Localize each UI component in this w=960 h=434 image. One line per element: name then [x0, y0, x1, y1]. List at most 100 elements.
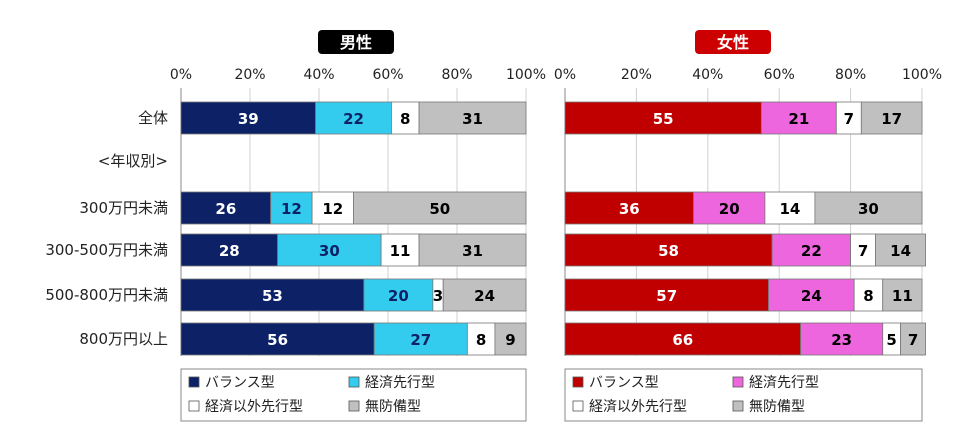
- x-tick-label: 20%: [621, 67, 652, 83]
- data-label: 20: [388, 287, 409, 305]
- data-label: 30: [858, 200, 879, 218]
- bar-segment: [882, 278, 923, 312]
- data-label: 11: [892, 287, 913, 305]
- category-label: 300万円未満: [79, 199, 168, 217]
- bar-segment: [835, 101, 862, 135]
- x-tick-label: 40%: [303, 67, 334, 83]
- data-label: 31: [462, 242, 483, 260]
- legend-label: 無防備型: [365, 399, 421, 415]
- legend-label: バランス型: [205, 375, 275, 391]
- bar-segment: [768, 278, 855, 312]
- data-label: 36: [619, 200, 640, 218]
- bar-segment: [564, 101, 762, 135]
- legend-label: 無防備型: [749, 399, 805, 415]
- data-label: 7: [844, 110, 854, 128]
- bar-segment: [564, 191, 694, 225]
- bar-segment: [391, 101, 420, 135]
- bar-segment: [564, 233, 773, 267]
- legend-swatch: [188, 376, 200, 388]
- data-label: 66: [672, 331, 693, 349]
- category-label: 全体: [138, 109, 168, 127]
- data-label: 28: [219, 242, 240, 260]
- data-label: 22: [343, 110, 364, 128]
- data-label: 9: [505, 331, 515, 349]
- bar-segment: [764, 191, 816, 225]
- data-label: 7: [858, 242, 868, 260]
- data-label: 39: [238, 110, 259, 128]
- x-tick-label: 60%: [764, 67, 795, 83]
- panel-title-badge: [318, 30, 394, 54]
- bar-segment: [442, 278, 527, 312]
- bar-segment: [771, 233, 851, 267]
- bar-segment: [353, 191, 527, 225]
- data-label: 22: [801, 242, 822, 260]
- data-label: 14: [779, 200, 800, 218]
- panel-title: 男性: [340, 33, 372, 52]
- bar-segment: [380, 233, 420, 267]
- data-label: 7: [908, 331, 918, 349]
- x-tick-label: 60%: [372, 67, 403, 83]
- data-label: 57: [656, 287, 677, 305]
- legend-label: バランス型: [589, 375, 659, 391]
- x-tick-label: 40%: [692, 67, 723, 83]
- legend-label: 経済以外先行型: [205, 399, 303, 415]
- x-tick-label: 0%: [170, 67, 192, 83]
- x-tick-label: 0%: [554, 67, 576, 83]
- bar-segment: [875, 233, 926, 267]
- bar-segment: [853, 278, 884, 312]
- legend-label: 経済先行型: [749, 375, 819, 391]
- bar-segment: [564, 278, 769, 312]
- data-label: 12: [322, 200, 343, 218]
- data-label: 27: [410, 331, 431, 349]
- category-label: 500-800万円未満: [45, 286, 168, 304]
- bar-segment: [900, 322, 926, 356]
- bar-segment: [418, 233, 527, 267]
- legend-swatch: [572, 400, 584, 412]
- legend-swatch: [732, 400, 744, 412]
- bar-segment: [363, 278, 434, 312]
- bar-segment: [180, 101, 316, 135]
- bar-segment: [564, 322, 802, 356]
- data-label: 20: [719, 200, 740, 218]
- data-label: 21: [788, 110, 809, 128]
- data-label: 31: [462, 110, 483, 128]
- data-label: 55: [653, 110, 674, 128]
- bar-segment: [373, 322, 468, 356]
- legend-box: [564, 368, 923, 422]
- data-label: 3: [433, 287, 443, 305]
- legend-swatch: [348, 376, 360, 388]
- data-label: 17: [881, 110, 902, 128]
- x-tick-label: 80%: [441, 67, 472, 83]
- legend-swatch: [732, 376, 744, 388]
- data-label: 50: [429, 200, 450, 218]
- legend-label: 経済以外先行型: [589, 399, 687, 415]
- data-label: 53: [262, 287, 283, 305]
- data-label: 11: [390, 242, 411, 260]
- bar-segment: [270, 191, 313, 225]
- data-label: 8: [863, 287, 873, 305]
- bar-segment: [180, 322, 375, 356]
- x-tick-label: 100%: [902, 67, 942, 83]
- data-label: 26: [215, 200, 236, 218]
- category-label: 800万円以上: [79, 330, 168, 348]
- bar-segment: [494, 322, 527, 356]
- legend-swatch: [348, 400, 360, 412]
- x-tick-label: 100%: [506, 67, 546, 83]
- bar-segment: [800, 322, 884, 356]
- panel-title-badge: [695, 30, 771, 54]
- data-label: 23: [831, 331, 852, 349]
- data-label: 8: [400, 110, 410, 128]
- bar-segment: [277, 233, 382, 267]
- data-label: 56: [267, 331, 288, 349]
- panel-title: 女性: [717, 33, 749, 52]
- data-label: 24: [801, 287, 822, 305]
- bar-segment: [693, 191, 766, 225]
- x-tick-label: 80%: [835, 67, 866, 83]
- data-label: 12: [281, 200, 302, 218]
- bar-segment: [814, 191, 923, 225]
- legend-label: 経済先行型: [365, 375, 435, 391]
- category-label: <年収別>: [98, 152, 168, 170]
- x-tick-label: 20%: [234, 67, 265, 83]
